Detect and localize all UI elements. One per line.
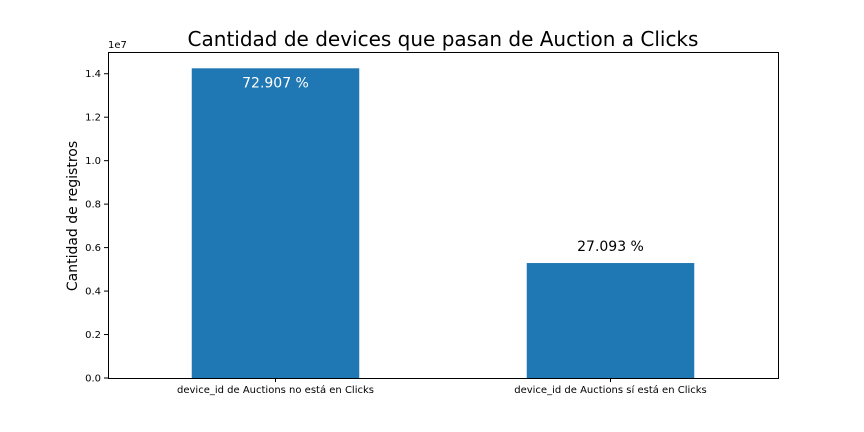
- bar-labels-group: 72.907 % 27.093 %: [242, 75, 644, 255]
- bar-label-1: 72.907 %: [242, 75, 309, 91]
- y-axis-ticks: 0.0 0.2 0.4 0.6 0.8 1.0 1.2 1.4: [85, 69, 108, 385]
- y-axis-offset-label: 1e7: [108, 40, 127, 51]
- bar-1: [191, 68, 360, 379]
- x-tick-label: device_id de Auctions no está en Clicks: [177, 384, 374, 396]
- y-tick-label: 0.4: [85, 287, 101, 298]
- y-axis-label: Cantidad de registros: [65, 141, 81, 291]
- bar-label-2: 27.093 %: [577, 239, 644, 255]
- y-tick-label: 1.2: [85, 113, 101, 124]
- bars-group: [191, 68, 695, 379]
- bar-2: [526, 263, 695, 378]
- x-axis-ticks: device_id de Auctions no está en Clicks d…: [177, 378, 707, 396]
- plot-frame: [108, 52, 779, 379]
- y-tick-label: 0.8: [85, 200, 101, 211]
- y-tick-label: 0.0: [85, 374, 101, 385]
- y-tick-label: 0.6: [85, 243, 101, 254]
- y-tick-label: 0.2: [85, 330, 101, 341]
- y-tick-label: 1.0: [85, 156, 101, 167]
- chart-title: Cantidad de devices que pasan de Auction…: [188, 27, 699, 51]
- y-tick-label: 1.4: [85, 69, 101, 80]
- x-tick-label: device_id de Auctions sí está en Clicks: [514, 384, 707, 396]
